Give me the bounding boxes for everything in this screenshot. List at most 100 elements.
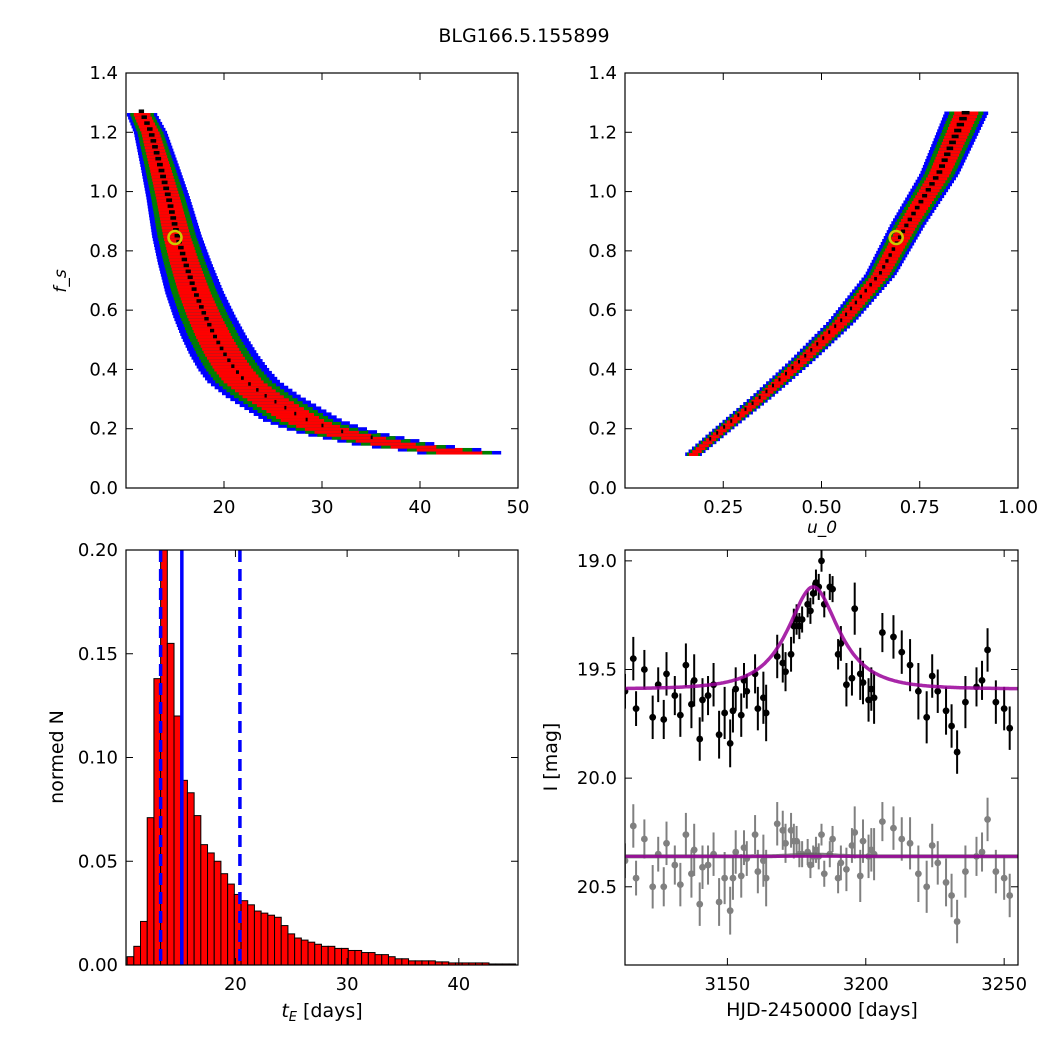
confidence-band bbox=[938, 150, 961, 154]
confidence-band bbox=[767, 384, 781, 388]
histogram-bar bbox=[126, 956, 135, 965]
confidence-band bbox=[149, 166, 171, 170]
confidence-band bbox=[390, 445, 437, 449]
plot-area bbox=[126, 550, 517, 965]
best-cell bbox=[305, 417, 308, 422]
best-cell bbox=[882, 265, 886, 269]
histogram-bar bbox=[267, 914, 276, 965]
histogram-bar bbox=[193, 815, 202, 965]
best-cell bbox=[791, 365, 794, 370]
confidence-band bbox=[156, 196, 181, 200]
data-point bbox=[829, 585, 836, 593]
confidence-band bbox=[799, 354, 814, 359]
best-cell bbox=[840, 318, 843, 322]
y-tick-label: 1.2 bbox=[89, 122, 118, 143]
confidence-band bbox=[744, 405, 756, 409]
data-point bbox=[829, 835, 836, 843]
confidence-band bbox=[747, 402, 760, 406]
confidence-band bbox=[913, 197, 934, 202]
histogram-bar bbox=[401, 958, 410, 965]
confidence-band bbox=[709, 434, 720, 439]
best-cell bbox=[370, 435, 373, 440]
data-point bbox=[671, 692, 679, 699]
y-tick-label: 0.4 bbox=[588, 359, 617, 380]
y-tick-label: 0.2 bbox=[588, 419, 617, 440]
y-tick-label: 1.2 bbox=[588, 122, 617, 143]
confidence-band bbox=[252, 400, 294, 405]
confidence-band bbox=[754, 396, 767, 400]
confidence-band bbox=[902, 215, 923, 219]
best-cell bbox=[859, 294, 863, 299]
data-point bbox=[978, 676, 986, 684]
best-cell bbox=[914, 205, 920, 210]
confidence-band bbox=[436, 450, 483, 455]
confidence-band bbox=[874, 268, 892, 273]
confidence-band bbox=[154, 190, 179, 194]
best-cell bbox=[758, 395, 761, 400]
confidence-band bbox=[695, 446, 706, 451]
data-point bbox=[690, 676, 698, 684]
best-cell bbox=[240, 376, 244, 380]
confidence-band bbox=[133, 113, 151, 117]
data-point bbox=[851, 829, 859, 836]
data-point bbox=[834, 874, 842, 882]
best-cell bbox=[797, 359, 800, 364]
data-point bbox=[848, 842, 856, 849]
data-point bbox=[898, 835, 906, 843]
confidence-band bbox=[758, 393, 771, 397]
confidence-band bbox=[805, 348, 820, 353]
confidence-band bbox=[326, 433, 372, 437]
data-point bbox=[751, 831, 759, 839]
data-point bbox=[759, 694, 767, 702]
x-tick-label: 1.00 bbox=[998, 497, 1038, 518]
histogram-bar bbox=[394, 958, 403, 965]
confidence-band bbox=[837, 316, 853, 320]
best-cell bbox=[946, 146, 954, 151]
best-cell bbox=[158, 168, 165, 173]
confidence-band bbox=[927, 173, 950, 178]
confidence-band bbox=[182, 302, 217, 307]
data-point bbox=[812, 846, 820, 854]
confidence-band bbox=[851, 298, 868, 302]
best-cell bbox=[223, 352, 227, 357]
confidence-band bbox=[162, 231, 190, 236]
confidence-band bbox=[355, 439, 401, 443]
best-cell bbox=[294, 411, 297, 416]
best-cell bbox=[891, 247, 896, 251]
confidence-band bbox=[150, 172, 173, 176]
best-cell bbox=[187, 275, 193, 280]
x-axis-label: HJD-2450000 [days] bbox=[726, 999, 918, 1021]
data-point bbox=[787, 650, 795, 658]
confidence-band bbox=[861, 286, 878, 290]
data-point bbox=[699, 696, 706, 704]
data-point bbox=[923, 883, 931, 891]
histogram-bar bbox=[207, 852, 215, 965]
histogram-bar bbox=[347, 949, 356, 965]
data-point bbox=[807, 861, 814, 869]
confidence-band bbox=[808, 345, 823, 350]
confidence-band bbox=[829, 324, 845, 329]
confidence-band bbox=[167, 249, 196, 253]
confidence-band bbox=[723, 422, 734, 427]
confidence-band bbox=[152, 178, 175, 182]
best-cell bbox=[901, 229, 906, 234]
model-curve bbox=[625, 585, 1018, 691]
histogram-bar bbox=[327, 945, 336, 965]
confidence-band bbox=[168, 255, 198, 259]
best-cell bbox=[822, 336, 825, 340]
best-cell bbox=[885, 259, 889, 263]
histogram-bar bbox=[200, 844, 209, 965]
data-point bbox=[737, 872, 745, 880]
data-point bbox=[914, 870, 922, 878]
confidence-band bbox=[138, 124, 157, 129]
data-point bbox=[928, 842, 936, 849]
confidence-band bbox=[730, 416, 742, 421]
data-point bbox=[898, 648, 906, 656]
confidence-band bbox=[136, 118, 154, 123]
data-point bbox=[754, 868, 762, 875]
data-point bbox=[843, 681, 850, 689]
best-cell bbox=[828, 330, 831, 334]
confidence-band bbox=[802, 351, 817, 356]
plot-frame bbox=[624, 72, 1019, 489]
histogram-bar bbox=[367, 952, 376, 965]
